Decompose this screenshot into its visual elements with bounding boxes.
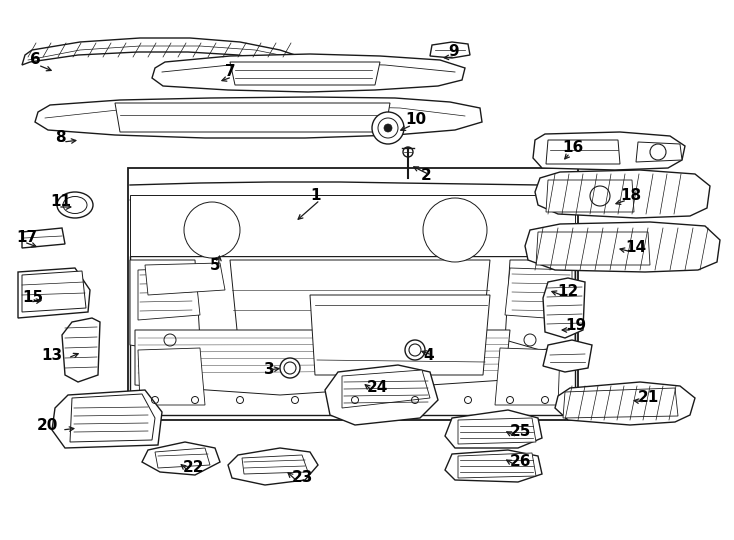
Polygon shape [70,394,155,442]
Polygon shape [546,180,634,212]
Polygon shape [636,142,682,162]
Text: 21: 21 [638,390,659,406]
Polygon shape [525,222,720,272]
Circle shape [384,124,392,132]
Polygon shape [535,170,710,218]
Circle shape [590,186,610,206]
Circle shape [378,118,398,138]
Polygon shape [536,232,650,265]
Polygon shape [18,268,90,318]
Ellipse shape [63,197,87,213]
Polygon shape [62,318,100,382]
Text: 15: 15 [22,291,43,306]
Polygon shape [130,260,200,350]
Text: 1: 1 [310,187,321,202]
Circle shape [409,344,421,356]
Polygon shape [495,348,560,405]
Polygon shape [115,103,390,132]
Polygon shape [22,228,65,248]
Polygon shape [533,132,685,170]
Polygon shape [230,260,490,360]
Text: 9: 9 [448,44,459,59]
Text: 11: 11 [50,194,71,210]
Polygon shape [152,54,465,92]
Text: 26: 26 [510,455,531,469]
Polygon shape [355,208,525,256]
Text: 22: 22 [183,461,205,476]
Polygon shape [228,448,318,485]
Text: 4: 4 [423,348,434,362]
Text: 23: 23 [292,470,313,485]
Polygon shape [445,450,542,482]
Polygon shape [242,455,308,474]
Text: 17: 17 [16,231,37,246]
Circle shape [372,112,404,144]
Polygon shape [458,453,536,478]
Text: 20: 20 [37,417,58,433]
Polygon shape [128,168,578,420]
Polygon shape [563,388,678,418]
Text: 16: 16 [562,140,584,156]
Text: 7: 7 [225,64,236,79]
Polygon shape [22,38,310,68]
Polygon shape [543,278,585,338]
Polygon shape [35,97,482,138]
Polygon shape [22,271,86,312]
Circle shape [405,340,425,360]
Text: 6: 6 [30,52,41,68]
Circle shape [284,362,296,374]
Text: 19: 19 [565,318,586,333]
Text: 8: 8 [55,131,65,145]
Text: 13: 13 [41,348,62,362]
Text: 3: 3 [264,362,275,377]
Circle shape [403,147,413,157]
Polygon shape [546,140,620,164]
Text: 25: 25 [510,424,531,440]
Polygon shape [430,42,470,58]
Polygon shape [282,218,355,252]
Polygon shape [142,442,220,475]
Text: 24: 24 [367,381,388,395]
Polygon shape [505,260,575,350]
Polygon shape [325,365,438,425]
Text: 12: 12 [557,285,578,300]
Text: 18: 18 [620,187,641,202]
Polygon shape [130,256,575,415]
Text: 14: 14 [625,240,646,255]
Circle shape [280,358,300,378]
Polygon shape [155,448,210,468]
Text: 10: 10 [405,112,426,127]
Polygon shape [543,340,592,372]
Text: 5: 5 [210,258,221,273]
Polygon shape [555,382,695,425]
Polygon shape [52,390,162,448]
Polygon shape [230,62,380,85]
Polygon shape [145,208,280,253]
Polygon shape [135,330,510,395]
Polygon shape [310,295,490,375]
Polygon shape [138,268,200,320]
Polygon shape [138,348,205,405]
Circle shape [423,198,487,262]
Polygon shape [458,418,536,444]
Polygon shape [130,195,575,256]
Ellipse shape [57,192,93,218]
Polygon shape [505,268,572,320]
Circle shape [650,144,666,160]
Polygon shape [445,410,542,448]
Polygon shape [342,370,430,408]
Circle shape [184,202,240,258]
Text: 2: 2 [421,167,432,183]
Polygon shape [145,263,225,295]
